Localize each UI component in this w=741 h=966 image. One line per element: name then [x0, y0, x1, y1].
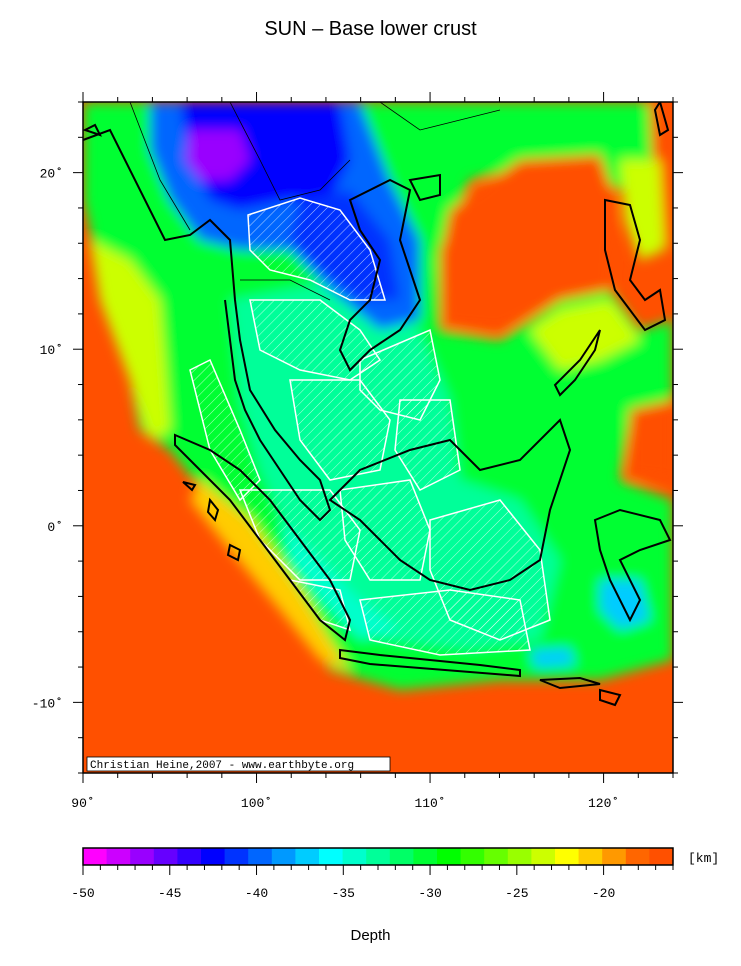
colorbar-segment — [248, 848, 273, 865]
colorbar-unit: [km] — [688, 851, 719, 866]
colorbar-segment — [271, 848, 296, 865]
lon-tick-label: 90˚ — [71, 796, 94, 811]
colorbar-tick-label: -35 — [332, 886, 355, 901]
colorbar-segment — [224, 848, 249, 865]
colorbar-segment — [602, 848, 627, 865]
lon-tick-label: 100˚ — [241, 796, 272, 811]
lon-tick-label: 110˚ — [414, 796, 445, 811]
lon-tick-label: 120˚ — [588, 796, 619, 811]
colorbar-segment — [295, 848, 320, 865]
map-tick-labels: 90˚ 100˚ 110˚ 120˚ 20˚ 10˚ 0˚ -10˚ — [32, 167, 619, 811]
colorbar-tick-label: -30 — [418, 886, 441, 901]
colorbar — [83, 848, 674, 865]
colorbar-segment — [106, 848, 131, 865]
colorbar-tick-label: -20 — [592, 886, 615, 901]
colorbar-tick-label: -25 — [505, 886, 528, 901]
colorbar-segment — [153, 848, 178, 865]
lat-tick-label: 0˚ — [47, 520, 63, 535]
lat-tick-label: 20˚ — [40, 167, 63, 182]
colorbar-segment — [389, 848, 414, 865]
lat-tick-label: 10˚ — [40, 343, 63, 358]
lat-tick-label: -10˚ — [32, 696, 63, 711]
map-title: SUN – Base lower crust — [264, 18, 477, 40]
colorbar-tick-label: -40 — [245, 886, 268, 901]
colorbar-ticks: -50 -45 -40 -35 -30 -25 -20 — [71, 865, 674, 901]
colorbar-segment — [366, 848, 391, 865]
colorbar-segment — [460, 848, 485, 865]
colorbar-segment — [130, 848, 155, 865]
colorbar-segment — [413, 848, 438, 865]
colorbar-segment — [177, 848, 202, 865]
map-frame — [82, 101, 674, 774]
colorbar-segment — [484, 848, 509, 865]
map-ticks — [73, 92, 683, 783]
colorbar-tick-label: -45 — [158, 886, 181, 901]
colorbar-segment — [625, 848, 650, 865]
colorbar-segment — [201, 848, 226, 865]
colorbar-segment — [531, 848, 556, 865]
colorbar-segment — [342, 848, 367, 865]
colorbar-segment — [649, 848, 674, 865]
colorbar-segment — [507, 848, 532, 865]
colorbar-label: Depth — [350, 927, 391, 944]
colorbar-segment — [578, 848, 603, 865]
colorbar-tick-label: -50 — [71, 886, 94, 901]
colorbar-segment — [319, 848, 344, 865]
colorbar-segment — [555, 848, 580, 865]
colorbar-segment — [437, 848, 462, 865]
depth-raster — [83, 102, 673, 773]
credit-text: Christian Heine,2007 - www.earthbyte.org — [90, 760, 354, 772]
colorbar-segment — [83, 848, 108, 865]
